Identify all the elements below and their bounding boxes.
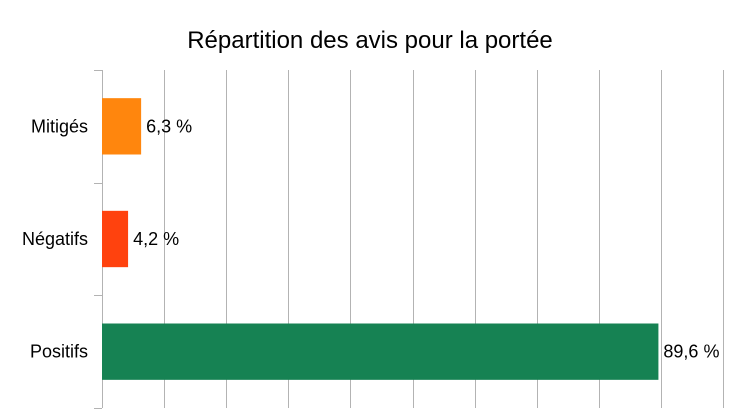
category-label: Positifs <box>30 342 88 362</box>
category-axis <box>94 70 102 409</box>
category-labels: Mitigés Négatifs Positifs <box>22 116 88 361</box>
data-label: 6,3 % <box>146 116 192 136</box>
bar-2 <box>102 210 129 268</box>
bars <box>102 98 659 380</box>
data-label: 89,6 % <box>663 342 719 362</box>
bar-1 <box>102 98 142 155</box>
category-label: Mitigés <box>31 116 88 136</box>
data-labels: 6,3 % 4,2 % 89,6 % <box>133 116 719 361</box>
bar-3 <box>102 323 659 380</box>
category-label: Négatifs <box>22 229 88 249</box>
chart-title: Répartition des avis pour la portée <box>187 27 553 54</box>
data-label: 4,2 % <box>133 229 179 249</box>
gridlines <box>102 70 724 408</box>
